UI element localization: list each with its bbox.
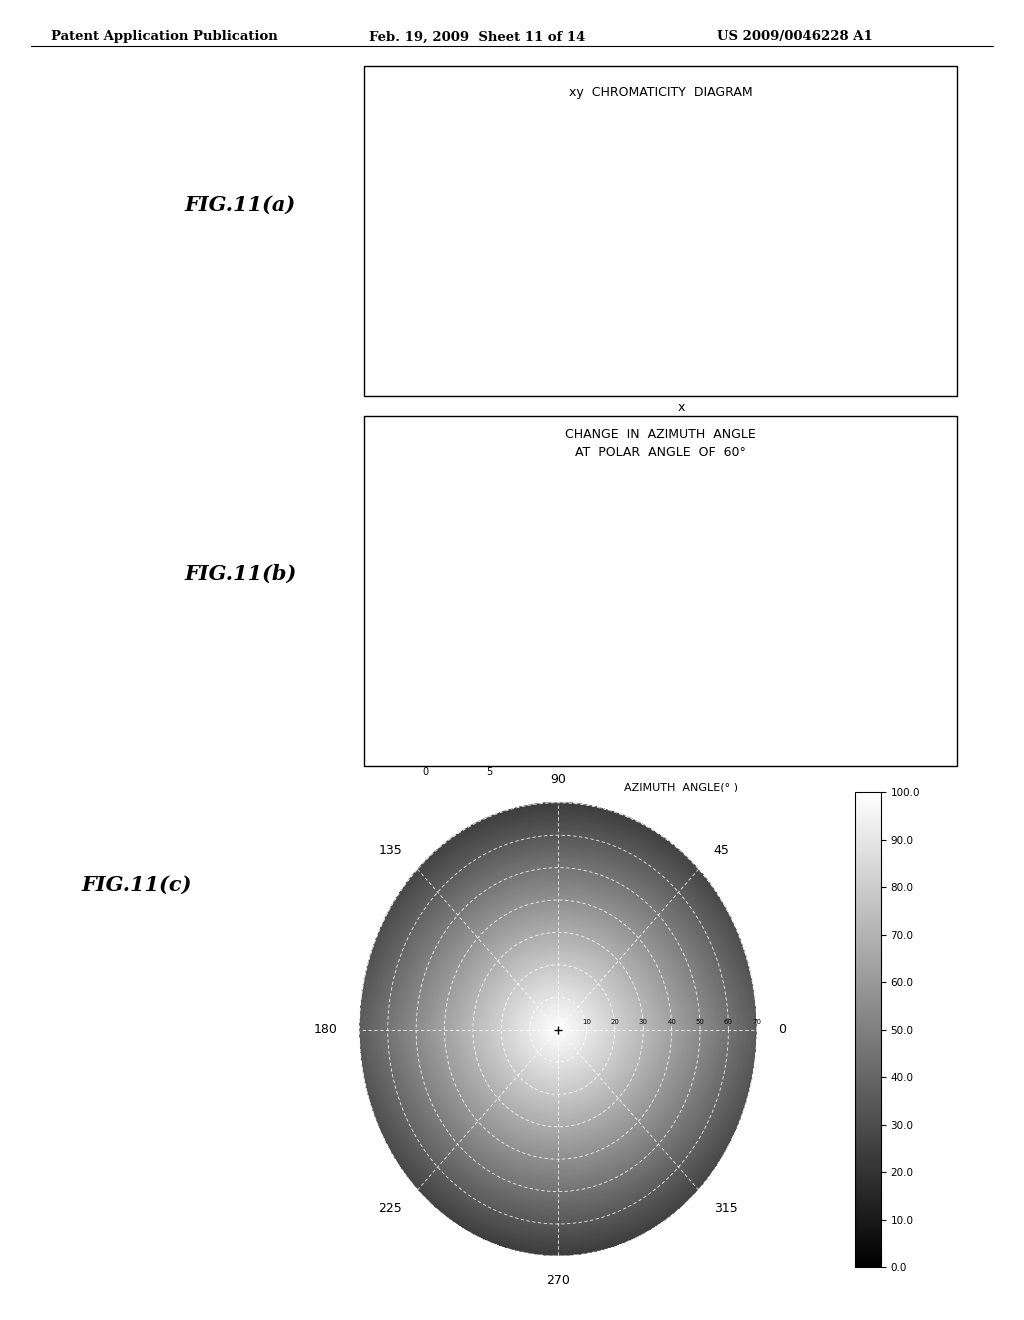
Text: Patent Application Publication: Patent Application Publication	[51, 30, 278, 44]
Y-axis label: x,y: x,y	[366, 614, 382, 624]
Text: 40: 40	[668, 1019, 676, 1026]
Text: FIG.11(a): FIG.11(a)	[184, 194, 296, 215]
Text: xy  CHROMATICITY  DIAGRAM: xy CHROMATICITY DIAGRAM	[568, 86, 753, 99]
Text: 0: 0	[778, 1023, 786, 1036]
Text: 30: 30	[639, 1019, 648, 1026]
Y-axis label: y: y	[376, 228, 383, 242]
Text: AT  POLAR  ANGLE  OF  60°: AT POLAR ANGLE OF 60°	[575, 446, 745, 459]
Text: 180: 180	[314, 1023, 338, 1036]
Text: 10: 10	[582, 1019, 591, 1026]
Text: 315: 315	[714, 1203, 737, 1216]
Text: 45: 45	[714, 843, 730, 857]
Text: 135: 135	[379, 843, 402, 857]
Text: 225: 225	[379, 1203, 402, 1216]
X-axis label: x: x	[677, 401, 685, 414]
Text: 50: 50	[695, 1019, 705, 1026]
Text: US 2009/0046228 A1: US 2009/0046228 A1	[717, 30, 872, 44]
Text: 20: 20	[610, 1019, 620, 1026]
Text: 90: 90	[550, 772, 566, 785]
X-axis label: AZIMUTH  ANGLE(° ): AZIMUTH ANGLE(° )	[624, 783, 738, 793]
Text: FIG.11(c): FIG.11(c)	[82, 874, 193, 895]
Text: 60: 60	[724, 1019, 733, 1026]
Text: 270: 270	[546, 1274, 570, 1287]
Text: CHANGE  IN  AZIMUTH  ANGLE: CHANGE IN AZIMUTH ANGLE	[565, 428, 756, 441]
Legend: x, y: x, y	[915, 503, 935, 531]
Text: Feb. 19, 2009  Sheet 11 of 14: Feb. 19, 2009 Sheet 11 of 14	[369, 30, 585, 44]
Text: FIG.11(b): FIG.11(b)	[184, 564, 297, 585]
Text: 70: 70	[753, 1019, 761, 1026]
